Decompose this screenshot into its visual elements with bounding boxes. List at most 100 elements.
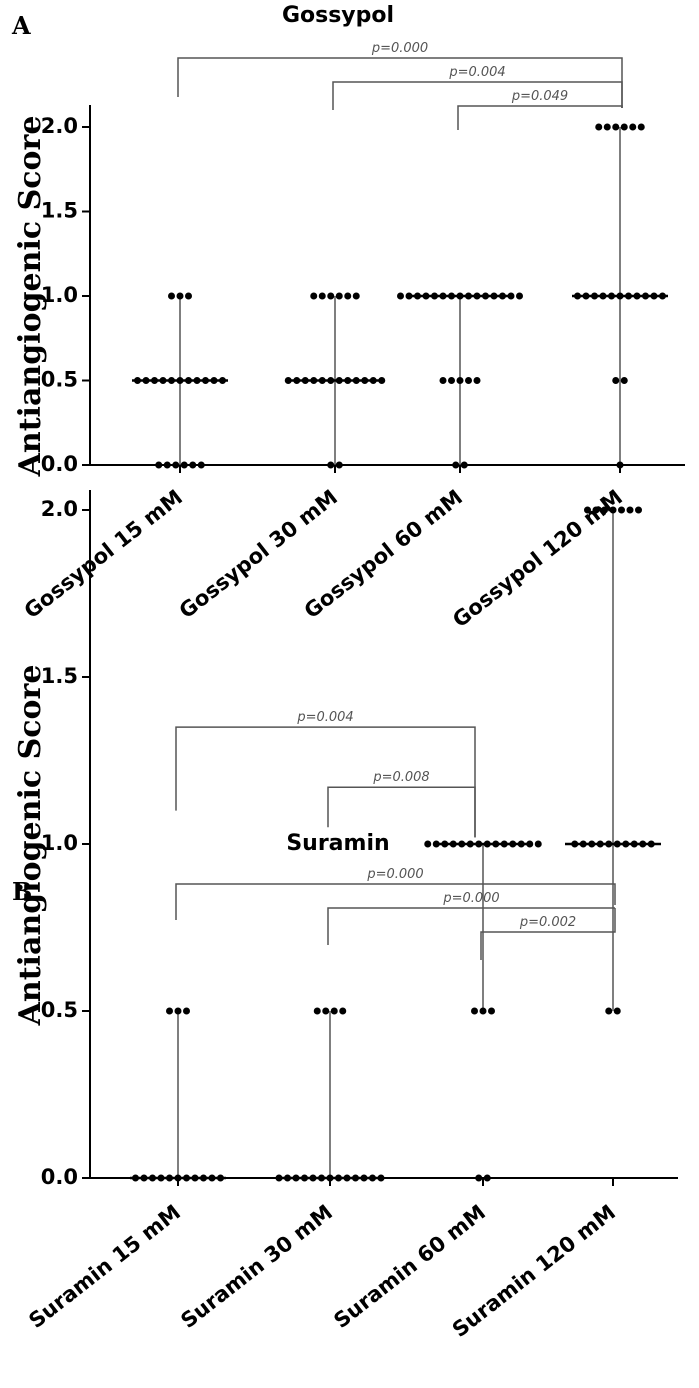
- data-point: [605, 1007, 613, 1015]
- data-point: [635, 506, 642, 514]
- data-point: [183, 1007, 190, 1015]
- data-point: [612, 123, 620, 131]
- data-point: [327, 461, 335, 469]
- p-value-label: p=0.000: [442, 891, 499, 906]
- data-point: [197, 461, 205, 469]
- significance-bracket: [457, 105, 623, 130]
- x-tick-label: Suramin 30 mM: [176, 1200, 337, 1333]
- data-point: [471, 1007, 478, 1015]
- chart-title: Suramin: [286, 831, 389, 856]
- data-point: [185, 292, 192, 300]
- significance-bracket: [332, 81, 623, 110]
- data-point: [275, 1174, 283, 1182]
- data-point: [601, 506, 608, 514]
- data-point: [352, 292, 360, 300]
- chart-title: Gossypol: [282, 3, 394, 28]
- significance-bracket: [327, 786, 476, 838]
- data-point: [507, 292, 515, 300]
- data-point: [155, 461, 163, 469]
- data-point: [460, 461, 468, 469]
- panel-letter: B: [12, 877, 32, 906]
- data-point: [609, 506, 617, 514]
- p-value-label: p=0.004: [448, 65, 505, 80]
- data-point: [479, 1007, 487, 1015]
- x-tick-label: Suramin 15 mM: [24, 1200, 185, 1333]
- y-tick-label: 0.0: [41, 1165, 78, 1189]
- x-tick-label: Gossypol 120 mM: [448, 485, 627, 632]
- data-point: [483, 1174, 491, 1182]
- data-point: [176, 292, 184, 300]
- data-point: [456, 377, 464, 384]
- data-point: [424, 840, 432, 848]
- data-point: [516, 292, 523, 300]
- data-point: [168, 292, 175, 300]
- data-point: [174, 1007, 182, 1015]
- data-point: [592, 506, 600, 514]
- data-point: [465, 377, 472, 384]
- p-value-label: p=0.008: [372, 770, 429, 785]
- data-point: [335, 461, 343, 469]
- significance-bracket: [175, 883, 616, 920]
- data-point: [405, 292, 413, 300]
- data-point: [339, 1007, 347, 1015]
- y-tick-label: 1.0: [41, 283, 78, 307]
- data-point: [620, 123, 628, 131]
- p-value-label: p=0.004: [296, 710, 353, 725]
- y-tick-label: 0.5: [41, 368, 78, 392]
- p-value-label: p=0.049: [511, 89, 568, 104]
- y-tick-label: 1.0: [41, 831, 78, 855]
- significance-bracket: [327, 907, 615, 945]
- significance-bracket: [480, 908, 616, 960]
- y-tick-label: 1.5: [41, 664, 78, 688]
- y-tick-label: 0.0: [41, 452, 78, 476]
- data-point: [603, 123, 611, 131]
- data-point: [322, 1007, 330, 1015]
- y-tick-label: 2.0: [41, 497, 78, 521]
- data-point: [189, 461, 197, 469]
- data-point: [313, 1007, 321, 1015]
- data-point: [439, 377, 447, 384]
- data-point: [620, 377, 628, 384]
- data-point: [452, 461, 460, 469]
- data-point: [473, 377, 481, 384]
- p-value-label: p=0.000: [366, 867, 423, 882]
- group-2: Suramin 30 mM: [176, 1007, 385, 1333]
- y-tick-label: 1.5: [41, 199, 78, 223]
- significance-bracket: [175, 726, 476, 838]
- data-point: [612, 377, 620, 384]
- data-point: [335, 292, 343, 300]
- y-axis-label: Antiangiogenic Score: [13, 116, 48, 478]
- group-3: Suramin 60 mM: [329, 840, 542, 1333]
- group-3: Gossypol 60 mM: [300, 292, 523, 623]
- chart-panel-b: B Suramin Antiangiogenic Score 0.0 0.5 1.0 1.5…: [12, 490, 678, 1342]
- data-point: [616, 461, 624, 469]
- p-value-label: p=0.000: [371, 41, 428, 56]
- data-point: [626, 506, 634, 514]
- group-4: Gossypol 120 mM: [448, 123, 668, 632]
- data-point: [377, 1174, 385, 1182]
- data-point: [318, 292, 326, 300]
- data-point: [327, 292, 335, 300]
- y-tick-label: 0.5: [41, 998, 78, 1022]
- data-point: [180, 461, 188, 469]
- data-point: [163, 461, 171, 469]
- y-tick-label: 2.0: [41, 114, 78, 138]
- data-point: [595, 123, 603, 131]
- data-point: [629, 123, 637, 131]
- data-point: [584, 506, 591, 514]
- y-axis-label: Antiangiogenic Score: [13, 665, 48, 1027]
- data-point: [637, 123, 645, 131]
- data-point: [613, 1007, 621, 1015]
- data-point: [397, 292, 404, 300]
- data-point: [488, 1007, 495, 1015]
- data-point: [448, 377, 455, 384]
- data-point: [475, 1174, 483, 1182]
- data-point: [618, 506, 625, 514]
- data-point: [344, 292, 352, 300]
- data-point: [534, 840, 542, 848]
- panel-letter: A: [11, 11, 31, 40]
- data-point: [172, 461, 180, 469]
- data-point: [310, 292, 318, 300]
